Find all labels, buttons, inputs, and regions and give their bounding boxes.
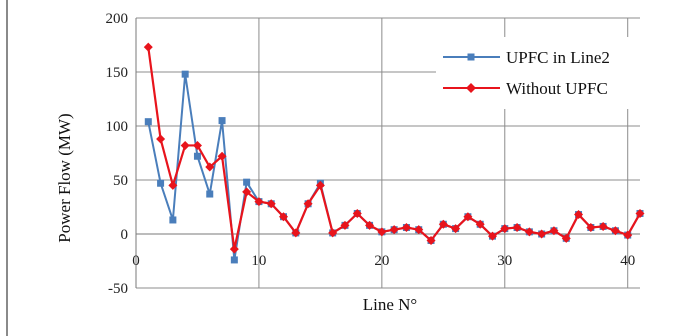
legend-label-without-upfc: Without UPFC [506,79,608,98]
y-tick-label: 0 [121,227,129,243]
y-tick-label: 50 [113,173,128,189]
legend-background [436,37,662,109]
series-layer [143,42,645,264]
data-point-without-upfc [328,228,338,238]
data-point-without-upfc [623,230,633,240]
frame-border [6,0,8,336]
data-point-without-upfc [143,42,153,52]
data-point-without-upfc [254,197,264,207]
data-point-without-upfc [401,223,411,233]
data-point-without-upfc [475,219,485,229]
data-point-upfc-in-line2 [218,117,226,125]
legend: UPFC in Line2 Without UPFC [436,37,662,109]
legend-label-upfc: UPFC in Line2 [506,48,610,67]
x-tick-label: 40 [620,253,635,269]
data-point-upfc-in-line2 [169,216,177,224]
data-point-without-upfc [598,221,608,231]
data-point-without-upfc [561,233,571,243]
data-point-upfc-in-line2 [181,70,189,78]
data-point-without-upfc [574,210,584,220]
data-point-without-upfc [438,219,448,229]
x-tick-label: 30 [497,253,512,269]
data-point-without-upfc [487,231,497,241]
data-point-without-upfc [303,199,313,209]
data-point-without-upfc [217,151,227,161]
data-point-without-upfc [610,226,620,236]
data-point-without-upfc [266,199,276,209]
x-tick-label: 0 [132,253,140,269]
data-point-upfc-in-line2 [193,152,201,160]
data-point-without-upfc [315,180,325,190]
data-point-without-upfc [463,212,473,222]
data-point-without-upfc [279,212,289,222]
x-tick-label: 10 [251,253,266,269]
y-axis-label: Power Flow (MW) [55,113,74,242]
y-tick-label: 100 [106,119,129,135]
data-point-without-upfc [426,235,436,245]
x-tick-label: 20 [374,253,389,269]
x-axis-label: Line N° [363,295,417,314]
data-point-without-upfc [389,225,399,235]
data-point-without-upfc [340,220,350,230]
data-point-upfc-in-line2 [144,118,152,126]
y-tick-label: 200 [106,11,129,27]
data-point-without-upfc [156,134,166,144]
data-point-without-upfc [365,220,375,230]
data-point-without-upfc [352,208,362,218]
data-point-upfc-in-line2 [243,178,251,186]
data-point-without-upfc [537,229,547,239]
y-tick-label: 150 [106,65,129,81]
data-point-without-upfc [451,224,461,234]
data-point-without-upfc [500,224,510,234]
data-point-without-upfc [291,228,301,238]
data-point-without-upfc [524,227,534,237]
data-point-without-upfc [168,180,178,190]
data-point-upfc-in-line2 [230,256,238,264]
data-point-without-upfc [512,223,522,233]
legend-marker-without-upfc [466,83,476,93]
data-point-upfc-in-line2 [157,179,165,187]
data-point-without-upfc [635,208,645,218]
data-point-without-upfc [242,187,252,197]
data-point-without-upfc [377,227,387,237]
data-point-without-upfc [549,226,559,236]
legend-marker-upfc [467,53,475,61]
data-point-without-upfc [192,140,202,150]
data-point-upfc-in-line2 [206,190,214,198]
data-point-without-upfc [180,140,190,150]
data-point-without-upfc [586,223,596,233]
data-point-without-upfc [229,244,239,254]
data-point-without-upfc [414,225,424,235]
data-point-without-upfc [205,162,215,172]
y-tick-label: -50 [108,281,128,297]
